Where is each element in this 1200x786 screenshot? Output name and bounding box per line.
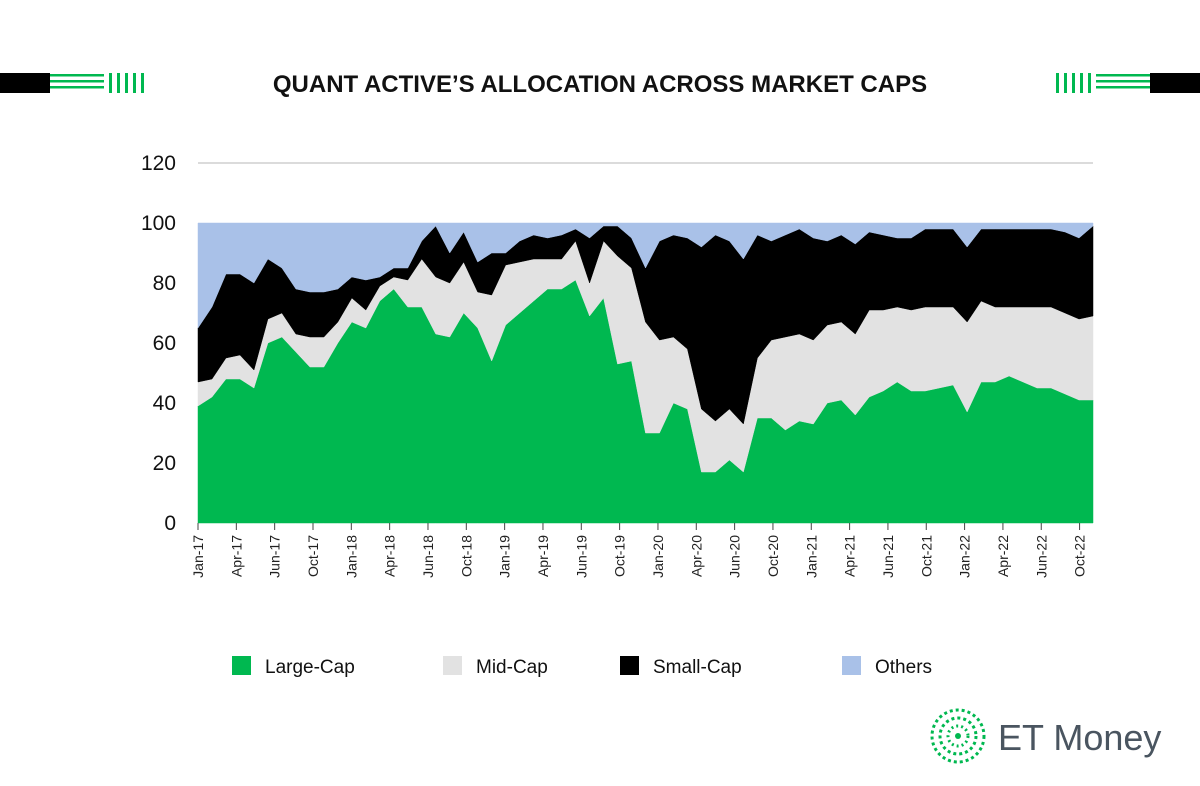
- x-tick-label: Jun-19: [573, 535, 589, 578]
- legend-swatch-small-cap: [620, 656, 639, 675]
- legend-label-large-cap: Large-Cap: [265, 657, 355, 678]
- legend-swatch-mid-cap: [443, 656, 462, 675]
- y-axis: 0 20 40 60 80 100 120: [141, 152, 176, 535]
- x-tick-label: Apr-17: [228, 535, 244, 577]
- et-money-logo: ET Money: [930, 708, 1161, 764]
- x-tick-label: Oct-20: [765, 535, 781, 577]
- x-tick-label: Apr-18: [382, 535, 398, 577]
- stacked-areas: [197, 222, 1094, 524]
- y-tick-label: 100: [141, 212, 176, 235]
- x-tick-label: Oct-22: [1072, 535, 1088, 577]
- x-tick-label: Apr-19: [535, 535, 551, 577]
- x-tick-label: Jan-17: [190, 535, 206, 578]
- x-tick-label: Oct-19: [612, 535, 628, 577]
- y-tick-label: 80: [153, 272, 176, 295]
- series-area-others: [197, 222, 1094, 329]
- x-tick-label: Jun-17: [267, 535, 283, 578]
- x-tick-label: Jan-19: [497, 535, 513, 578]
- x-axis: Jan-17 Apr-17 Jun-17 Oct-17 Jan-18 Apr-18 Jun-…: [190, 523, 1088, 578]
- x-tick-label: Apr-20: [688, 535, 704, 577]
- y-tick-label: 20: [153, 452, 176, 475]
- y-tick-label: 60: [153, 332, 176, 355]
- x-tick-label: Jun-22: [1033, 535, 1049, 578]
- x-tick-label: Jan-22: [957, 535, 973, 578]
- legend-label-mid-cap: Mid-Cap: [476, 657, 548, 678]
- legend: Large-Cap Mid-Cap Small-Cap Others: [232, 656, 932, 678]
- x-tick-label: Jan-21: [803, 535, 819, 578]
- legend-label-small-cap: Small-Cap: [653, 657, 742, 678]
- x-tick-label: Oct-18: [458, 535, 474, 577]
- y-tick-label: 0: [164, 512, 176, 535]
- x-tick-label: Jun-20: [727, 535, 743, 578]
- x-tick-label: Apr-22: [995, 535, 1011, 577]
- x-tick-label: Oct-21: [918, 535, 934, 577]
- y-tick-label: 120: [141, 152, 176, 175]
- y-tick-label: 40: [153, 392, 176, 415]
- et-money-logo-icon: [930, 708, 986, 764]
- x-tick-label: Apr-21: [842, 535, 858, 577]
- x-tick-label: Jan-18: [343, 535, 359, 578]
- legend-label-others: Others: [875, 657, 932, 678]
- x-tick-label: Oct-17: [305, 535, 321, 577]
- chart-title: QUANT ACTIVE’S ALLOCATION ACROSS MARKET …: [273, 71, 927, 98]
- legend-swatch-large-cap: [232, 656, 251, 675]
- brand-name: ET Money: [998, 717, 1161, 758]
- title-decoration-left: [0, 73, 144, 93]
- x-tick-label: Jan-20: [650, 535, 666, 578]
- x-tick-label: Jun-18: [420, 535, 436, 578]
- x-tick-label: Jun-21: [880, 535, 896, 578]
- title-decoration-right: [1056, 73, 1200, 93]
- legend-swatch-others: [842, 656, 861, 675]
